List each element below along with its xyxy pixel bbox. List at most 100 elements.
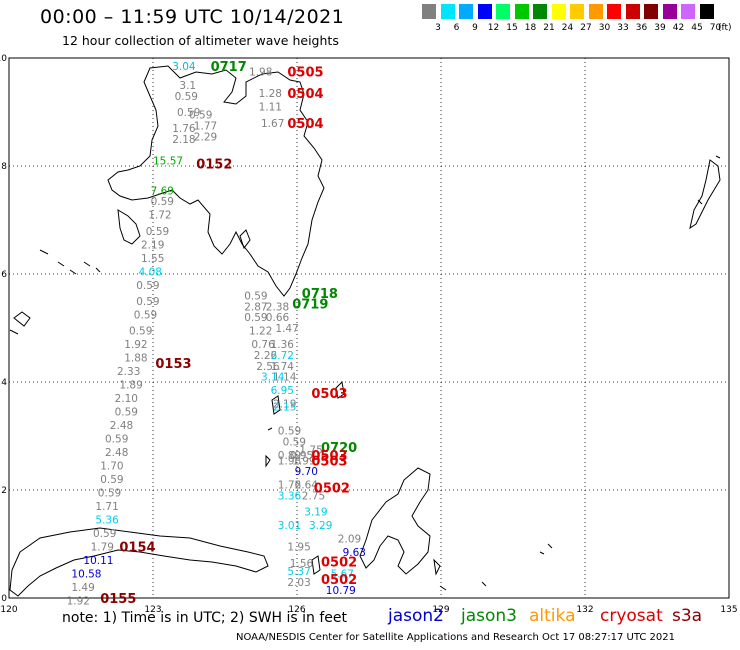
colorbar-label: 27 (580, 23, 592, 33)
legend-cryosat: cryosat (600, 606, 663, 626)
colorbar-swatch (514, 4, 529, 19)
swh-value: 1.92 (124, 339, 147, 351)
swh-value: 9.70 (295, 466, 318, 478)
swh-value: 2.75 (302, 490, 325, 502)
swh-value: 1.71 (95, 501, 118, 513)
swh-value: 4.08 (139, 266, 162, 278)
swh-value: 1.98 (278, 455, 301, 467)
swh-value: 0.59 (115, 407, 138, 419)
swh-value: 2.19 (273, 399, 296, 411)
colorbar-unit: (ft) (718, 23, 732, 33)
swh-value: 0.59 (100, 474, 123, 486)
pass-time: 0155 (100, 592, 136, 607)
note-text: note: 1) Time is in UTC; 2) SWH is in fe… (62, 610, 348, 626)
swh-value: 2.26 (254, 350, 278, 362)
pass-time: 0503 (311, 454, 347, 469)
credit-line: NOAA/NESDIS Center for Satellite Applica… (236, 632, 675, 643)
swh-value: 1.56 (290, 558, 314, 570)
swh-value: 0.59 (283, 436, 306, 448)
swh-value: 1.88 (124, 353, 147, 365)
swh-value: 1.67 (261, 118, 284, 130)
y-tick-label: 0 (1, 594, 7, 604)
colorbar-swatch (477, 4, 492, 19)
swh-value: 2.03 (287, 577, 310, 589)
x-tick-label: 129 (432, 605, 449, 615)
plot-area (8, 57, 730, 599)
map-subtitle: 12 hour collection of altimeter wave hei… (62, 33, 339, 48)
swh-value: 2.48 (105, 447, 128, 459)
colorbar-label: 36 (635, 23, 648, 33)
pass-time: 0502 (321, 573, 357, 588)
palau-islands (689, 155, 721, 230)
swh-value: 1.95 (287, 542, 310, 554)
swh-value: 3.14 (261, 372, 285, 384)
swh-value: 0.59 (129, 326, 152, 338)
swh-value: 1.74 (271, 361, 295, 373)
pass-time: 0502 (314, 481, 350, 496)
mindanao-coast (107, 65, 325, 297)
sulu-islands (9, 249, 101, 335)
swh-value: 3.19 (304, 507, 327, 519)
swh-value: 1.11 (259, 102, 282, 114)
swh-value: 0.59 (98, 488, 121, 500)
swh-value: 0.59 (278, 426, 301, 438)
swh-value: 15.57 (153, 156, 183, 168)
swh-value: 0.59 (151, 196, 174, 208)
x-tick-label: 135 (720, 605, 737, 615)
swh-value: 1.99 (292, 455, 315, 467)
swh-value: 0.59 (175, 91, 198, 103)
x-tick-label: 120 (0, 605, 17, 615)
colorbar-swatch (607, 4, 621, 19)
swh-value: 0.59 (105, 434, 128, 446)
colorbar-swatch (662, 4, 677, 19)
swh-value: 1.70 (100, 461, 123, 473)
swh-value: 1.72 (148, 210, 171, 222)
pass-time: 0503 (311, 387, 347, 402)
colorbar-swatch (551, 4, 566, 19)
colorbar-label: 6 (453, 23, 460, 33)
swh-value: 2.10 (115, 393, 138, 405)
swh-value: 5.67 (331, 569, 354, 581)
swh-value: 0.59 (146, 226, 169, 238)
legend-altika: altika (529, 606, 576, 626)
swh-value: 3.1 (179, 80, 196, 92)
pass-time: 0717 (211, 60, 247, 75)
swh-value: 2.56 (256, 361, 280, 373)
swh-value: 2.19 (141, 239, 164, 251)
y-tick-label: 4 (1, 378, 7, 388)
swh-value: 6.95 (271, 385, 294, 397)
colorbar-swatch (440, 4, 455, 19)
colorbar-label: 33 (617, 23, 629, 33)
swh-value: 0.66 (266, 312, 290, 324)
swh-value: 0.95 (290, 450, 313, 462)
swh-value: 0.59 (136, 296, 159, 308)
pass-time: 0504 (287, 87, 323, 102)
swh-value: 2.18 (172, 134, 195, 146)
pass-time: 0504 (287, 117, 323, 132)
colorbar-swatch (681, 4, 695, 19)
swh-value: 5.37 (287, 566, 310, 578)
swh-value: 1.55 (141, 253, 164, 265)
swh-value: 0.59 (177, 107, 200, 119)
pass-time: 0719 (292, 298, 328, 313)
wave-height-labels: 3.04 1.983.10.59 1.281.110.590.591.671.771… (67, 61, 366, 608)
colorbar-label: 3 (435, 23, 441, 33)
colorbar-label: 39 (654, 23, 666, 33)
colorbar-label: 42 (672, 23, 685, 33)
swh-value: 1.49 (71, 582, 94, 594)
colorbar-label: 12 (487, 23, 500, 33)
swh-value: 2.48 (110, 420, 133, 432)
swh-value: 7.69 (151, 185, 174, 197)
colorbar-label: 24 (561, 23, 574, 33)
swh-value: 10.11 (83, 555, 113, 567)
colorbar-label: 18 (524, 23, 537, 33)
swh-value: 1.28 (259, 88, 282, 100)
colorbar-label: 70 (709, 23, 722, 33)
swh-value: 3.04 (172, 61, 196, 73)
colorbar-swatch (644, 4, 658, 19)
swh-value: 0.59 (189, 110, 212, 122)
legend-s3a: s3a (672, 606, 703, 626)
colorbar-label: 15 (506, 23, 518, 33)
colorbar-swatch (699, 4, 714, 19)
